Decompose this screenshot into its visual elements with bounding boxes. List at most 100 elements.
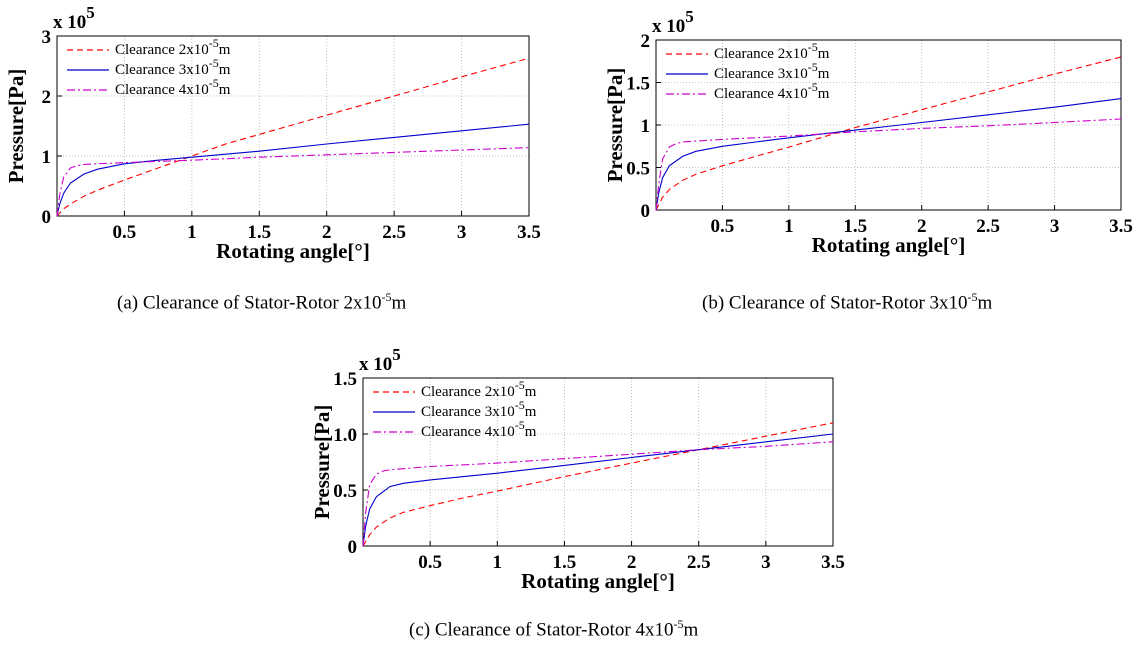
y-multiplier-exp: 5	[86, 3, 95, 22]
legend-exp: -5	[808, 60, 818, 74]
legend-entry: Clearance 3x10-5m	[714, 60, 830, 82]
x-tick-label: 3.5	[821, 552, 845, 573]
x-tick-label: 1.5	[553, 552, 577, 573]
x-tick-label: 1	[493, 552, 503, 573]
legend-entry: Clearance 2x10-5m	[421, 378, 537, 400]
caption-b-exp: -5	[967, 290, 978, 304]
series-line-2e-5	[362, 422, 834, 547]
x-tick-label: 2	[627, 552, 637, 573]
x-tick-label: 1	[187, 222, 197, 243]
y-axis-label: Pressure[Pa]	[4, 69, 28, 184]
caption-a: (a) Clearance of Stator-Rotor 2x10-5m	[117, 290, 406, 314]
y-tick-label: 0.5	[626, 159, 650, 180]
x-axis-label: Rotating angle[°]	[216, 239, 370, 263]
legend-unit: m	[525, 424, 537, 440]
legend-exp: -5	[808, 40, 818, 54]
caption-a-unit: m	[391, 292, 407, 314]
caption-b-unit: m	[977, 292, 993, 314]
legend-exp: -5	[209, 36, 219, 50]
legend-name: Clearance 2x10	[714, 46, 808, 62]
legend-entry: Clearance 3x10-5m	[115, 56, 231, 78]
y-tick-label: 0	[641, 201, 651, 222]
legend-unit: m	[219, 62, 231, 78]
chart-panel-b: 0.5 1 1.5 2 2.5 3 3.5 0 0.5 1 1.5 2 Rotating angle[°…	[585, 0, 1143, 280]
y-tick-label: 1.5	[333, 369, 357, 390]
legend-exp: -5	[209, 76, 219, 90]
legend-name: Clearance 3x10	[115, 62, 209, 78]
legend-entry: Clearance 4x10-5m	[115, 76, 231, 98]
x-axis-label: Rotating angle[°]	[812, 233, 966, 257]
x-tick-label: 2	[322, 222, 332, 243]
legend-unit: m	[818, 86, 830, 102]
legend-entry: Clearance 2x10-5m	[115, 36, 231, 58]
series-line-3e-5	[655, 98, 1122, 211]
x-tick-label: 3	[1050, 216, 1060, 237]
series-line-4e-5	[362, 441, 834, 547]
y-tick-label: 2	[42, 87, 52, 108]
y-multiplier-base: x 10	[652, 16, 685, 37]
x-tick-label: 2.5	[976, 216, 1000, 237]
x-tick-label: 1	[784, 216, 794, 237]
y-multiplier-base: x 10	[53, 12, 86, 33]
x-tick-label: 2	[917, 216, 927, 237]
caption-c: (c) Clearance of Stator-Rotor 4x10-5m	[409, 617, 698, 641]
legend-unit: m	[525, 384, 537, 400]
y-multiplier: x 105	[652, 7, 694, 37]
series-line-3e-5	[56, 123, 530, 217]
caption-a-exp: -5	[381, 290, 392, 304]
y-axis-label: Pressure[Pa]	[310, 405, 334, 520]
y-multiplier-exp: 5	[392, 345, 401, 364]
legend-entry: Clearance 3x10-5m	[421, 398, 537, 420]
y-tick-label: 0	[42, 207, 52, 228]
legend-exp: -5	[515, 398, 525, 412]
y-tick-label: 1.5	[626, 74, 650, 95]
x-tick-label: 0.5	[711, 216, 735, 237]
x-tick-label: 3	[457, 222, 467, 243]
y-tick-label: 0.5	[333, 481, 357, 502]
caption-c-exp: -5	[673, 617, 684, 631]
series-line-2e-5	[56, 57, 530, 217]
legend-name: Clearance 4x10	[421, 424, 515, 440]
y-tick-label: 1	[641, 116, 651, 137]
y-multiplier: x 105	[53, 3, 95, 33]
chart-panel-a: 0.5 1 1.5 2 2.5 3 3.5 0 1 2 3 Rotating angle[°] Pres…	[0, 0, 545, 280]
legend-unit: m	[525, 404, 537, 420]
y-tick-label: 3	[42, 27, 52, 48]
series-line-4e-5	[655, 118, 1122, 211]
legend-name: Clearance 4x10	[115, 82, 209, 98]
y-tick-label: 1	[42, 147, 52, 168]
plot-frame	[56, 35, 530, 217]
legend-exp: -5	[808, 80, 818, 94]
legend-unit: m	[219, 42, 231, 58]
legend-entry: Clearance 4x10-5m	[421, 418, 537, 440]
caption-c-unit: m	[683, 619, 699, 641]
legend-entry: Clearance 2x10-5m	[714, 40, 830, 62]
x-tick-label: 3.5	[517, 222, 541, 243]
plot-frame	[362, 377, 834, 547]
x-tick-label: 0.5	[418, 552, 442, 573]
legend-name: Clearance 3x10	[714, 66, 808, 82]
series-line-4e-5	[56, 147, 530, 217]
chart-panel-c: 0.5 1 1.5 2 2.5 3 3.5 0 0.5 1.0 1.5 Rotating angle[…	[290, 330, 850, 610]
x-axis-label: Rotating angle[°]	[521, 569, 675, 593]
y-axis-label: Pressure[Pa]	[603, 68, 627, 183]
legend-name: Clearance 2x10	[115, 42, 209, 58]
x-tick-label: 1.5	[247, 222, 271, 243]
x-tick-label: 2.5	[687, 552, 711, 573]
series-line-2e-5	[655, 56, 1122, 211]
x-tick-label: 3	[761, 552, 771, 573]
legend-exp: -5	[209, 56, 219, 70]
legend-exp: -5	[515, 378, 525, 392]
y-multiplier: x 105	[359, 345, 401, 375]
legend-unit: m	[818, 46, 830, 62]
legend-name: Clearance 2x10	[421, 384, 515, 400]
legend-exp: -5	[515, 418, 525, 432]
x-tick-label: 0.5	[113, 222, 137, 243]
series-line-3e-5	[362, 433, 834, 547]
x-tick-label: 3.5	[1109, 216, 1133, 237]
y-tick-label: 0	[348, 537, 358, 558]
legend-entry: Clearance 4x10-5m	[714, 80, 830, 102]
caption-c-text: (c) Clearance of Stator-Rotor 4x10	[409, 619, 674, 641]
